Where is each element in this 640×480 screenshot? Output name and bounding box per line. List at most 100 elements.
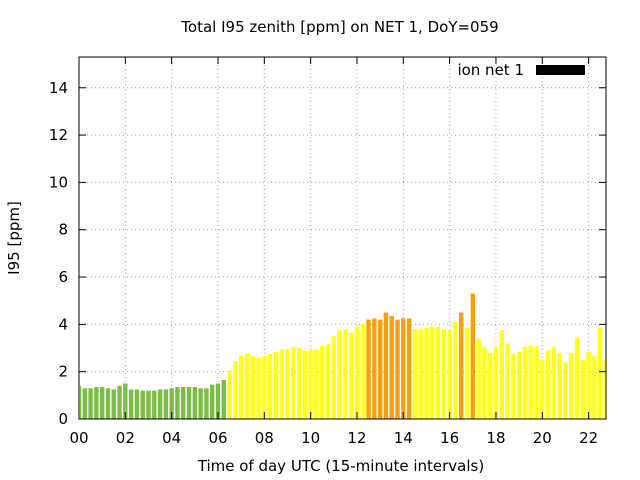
bar <box>296 348 302 419</box>
bar <box>459 312 464 419</box>
bar <box>105 388 111 419</box>
bar <box>348 332 354 419</box>
bar <box>169 388 174 419</box>
bar <box>175 387 180 419</box>
bar <box>493 346 499 419</box>
bar <box>482 346 487 419</box>
bar <box>569 352 574 419</box>
bar <box>447 330 452 419</box>
bar <box>430 326 435 419</box>
bar <box>412 329 418 419</box>
bar <box>128 389 134 419</box>
bar <box>308 350 313 419</box>
bar <box>354 326 360 419</box>
bar <box>273 351 279 419</box>
plot-frame <box>78 56 607 420</box>
y-axis-label: I95 [ppm] <box>5 201 23 275</box>
bars <box>80 293 605 419</box>
bar <box>540 359 545 419</box>
bar <box>163 389 169 419</box>
bar <box>80 385 82 419</box>
bar <box>464 327 470 419</box>
bar <box>88 388 93 419</box>
x-tick-label: 10 <box>301 429 320 447</box>
chart-title: Total I95 zenith [ppm] on NET 1, DoY=059 <box>180 18 498 36</box>
bar <box>233 361 238 419</box>
bar <box>395 319 400 419</box>
bar <box>366 319 371 419</box>
bar <box>505 343 510 419</box>
y-tick-label: 6 <box>58 268 68 286</box>
bar <box>343 329 348 419</box>
bar <box>377 319 383 419</box>
bar <box>186 387 192 419</box>
bar <box>551 346 557 419</box>
bar <box>360 324 365 419</box>
bar <box>383 312 389 419</box>
bar <box>499 330 504 419</box>
bar <box>82 388 87 419</box>
bar <box>522 346 528 419</box>
bar <box>453 321 458 419</box>
bar <box>291 346 296 419</box>
bar <box>325 344 331 419</box>
bar <box>470 293 476 419</box>
y-tick-label: 0 <box>58 410 68 428</box>
bar <box>487 352 493 419</box>
bar <box>111 389 116 419</box>
y-tick-label: 2 <box>58 363 68 381</box>
bar <box>314 349 319 419</box>
bar <box>250 356 255 419</box>
x-tick-label: 12 <box>347 429 366 447</box>
bar <box>256 357 261 419</box>
grid <box>79 57 606 419</box>
bar <box>244 353 250 419</box>
bar <box>94 387 99 419</box>
bar <box>511 353 516 419</box>
bar <box>320 345 325 419</box>
bar <box>227 370 232 419</box>
bar <box>441 329 447 419</box>
legend: ion net 1 <box>457 61 585 79</box>
bar <box>476 338 481 419</box>
bar <box>134 389 140 419</box>
bar <box>598 327 603 419</box>
bar <box>152 390 157 419</box>
bar <box>146 390 151 419</box>
bar <box>424 327 429 419</box>
bar <box>580 359 586 419</box>
bar <box>279 349 284 419</box>
bar <box>117 385 122 419</box>
x-tick-label: 08 <box>255 429 274 447</box>
y-tick-label: 8 <box>58 221 68 239</box>
bar <box>557 352 562 419</box>
bar <box>574 337 580 419</box>
bar <box>586 351 591 419</box>
y-tick-label: 10 <box>49 173 68 191</box>
bar <box>534 346 539 419</box>
x-tick-label: 22 <box>579 429 598 447</box>
x-tick-label: 06 <box>208 429 227 447</box>
bar <box>337 330 342 419</box>
bar <box>372 318 377 419</box>
y-tick-label: 14 <box>49 79 68 97</box>
bar <box>209 384 215 419</box>
x-axis-label: Time of day UTC (15-minute intervals) <box>197 457 484 475</box>
legend-swatch <box>536 65 585 75</box>
bar <box>215 383 221 419</box>
bar <box>592 356 597 419</box>
bar <box>563 362 568 419</box>
bar <box>302 350 308 419</box>
bar <box>99 387 105 419</box>
bar <box>528 345 533 419</box>
bar <box>123 383 128 419</box>
legend-label: ion net 1 <box>457 61 524 79</box>
bar <box>418 329 423 419</box>
bar <box>157 389 163 419</box>
bar <box>267 353 273 419</box>
x-tick-label: 18 <box>486 429 505 447</box>
y-tick-label: 4 <box>58 315 68 333</box>
y-tick-label: 12 <box>49 126 68 144</box>
bar <box>140 390 145 419</box>
